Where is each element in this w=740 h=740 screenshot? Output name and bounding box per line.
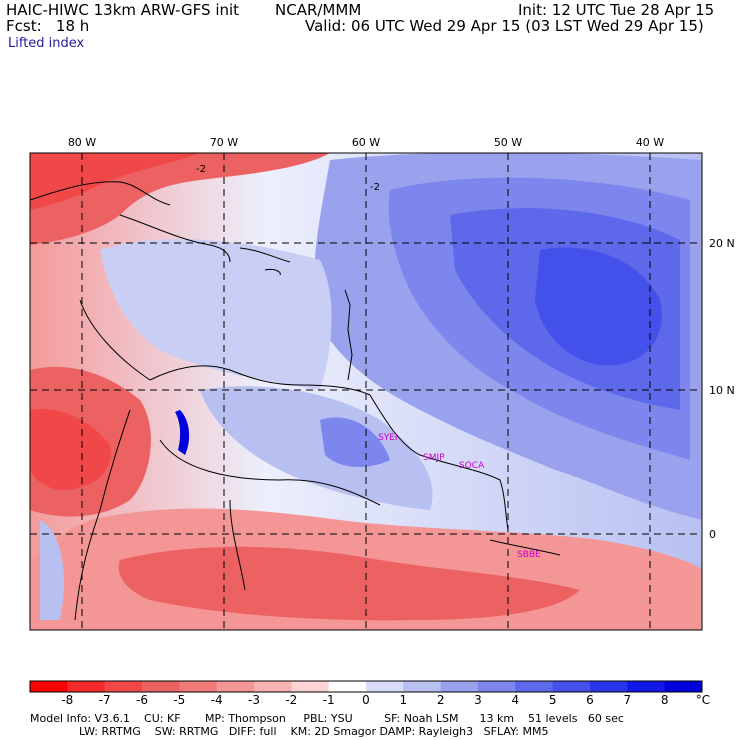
colorbar-tick-label: -2 bbox=[285, 693, 298, 707]
lon-label-70w: 70 W bbox=[210, 136, 238, 149]
lon-label-40w: 40 W bbox=[636, 136, 664, 149]
colorbar-swatch bbox=[142, 681, 180, 692]
colorbar-swatch bbox=[254, 681, 292, 692]
colorbar-swatch bbox=[366, 681, 404, 692]
field-name: Lifted index bbox=[8, 36, 85, 51]
station-label-syei: SYEI bbox=[378, 433, 398, 443]
colorbar-tick-label: -3 bbox=[248, 693, 260, 707]
colorbar-tick-label: -6 bbox=[136, 693, 148, 707]
colorbar-tick-label: -7 bbox=[98, 693, 111, 707]
model-info-line2: LW: RRTMG SW: RRTMG DIFF: full KM: 2D Sm… bbox=[30, 725, 549, 738]
colorbar-tick-label: 7 bbox=[623, 693, 632, 707]
colorbar-tick-label: -8 bbox=[61, 693, 74, 707]
model-title: HAIC-HIWC 13km ARW-GFS init bbox=[6, 1, 240, 19]
colorbar-unit: °C bbox=[695, 693, 711, 707]
colorbar-tick-label: 8 bbox=[660, 693, 669, 707]
colorbar-swatch bbox=[291, 681, 330, 692]
colorbar-swatch bbox=[328, 681, 367, 692]
colorbar-tick-label: -5 bbox=[173, 693, 186, 707]
colorbar-swatch bbox=[552, 681, 591, 692]
colorbar-tick-label: 3 bbox=[474, 693, 482, 707]
field-shading bbox=[30, 153, 702, 630]
init-time: Init: 12 UTC Tue 28 Apr 15 bbox=[518, 1, 715, 19]
station-label-sbbe: SBBE bbox=[517, 550, 541, 560]
colorbar-swatch bbox=[590, 681, 628, 692]
station-label-soca: SOCA bbox=[459, 461, 485, 471]
lat-lon-grid bbox=[30, 153, 702, 630]
colorbar-swatch bbox=[104, 681, 143, 692]
colorbar bbox=[29, 680, 703, 693]
colorbar-swatch bbox=[179, 681, 218, 692]
coastlines bbox=[30, 181, 561, 621]
lat-label-0: 0 bbox=[709, 528, 716, 541]
colorbar-swatch bbox=[440, 681, 479, 692]
colorbar-swatch bbox=[30, 681, 68, 692]
colorbar-tick-label: 5 bbox=[548, 693, 557, 707]
contour-label: -2 bbox=[196, 164, 206, 175]
colorbar-swatch bbox=[664, 681, 703, 692]
colorbar-tick-label: 4 bbox=[511, 693, 520, 707]
colorbar-swatch bbox=[515, 681, 554, 692]
colorbar-tick-label: 2 bbox=[436, 693, 445, 707]
colorbar-swatch bbox=[216, 681, 255, 692]
station-label-smjp: SMJP bbox=[423, 453, 445, 463]
contour-label: -2 bbox=[370, 182, 380, 193]
lon-label-50w: 50 W bbox=[494, 136, 522, 149]
colorbar-tick-label: 0 bbox=[362, 693, 370, 707]
valid-time: Valid: 06 UTC Wed 29 Apr 15 (03 LST Wed … bbox=[305, 17, 704, 35]
colorbar-tick-label: -1 bbox=[322, 693, 335, 707]
colorbar-tick-label: 1 bbox=[399, 693, 408, 707]
lon-label-60w: 60 W bbox=[352, 136, 380, 149]
colorbar-swatch bbox=[403, 681, 442, 692]
lat-label-10n: 10 N bbox=[709, 384, 735, 397]
colorbar-swatch bbox=[67, 681, 106, 692]
colorbar-swatch bbox=[627, 681, 666, 692]
org-label: NCAR/MMM bbox=[275, 1, 362, 19]
lon-label-80w: 80 W bbox=[68, 136, 96, 149]
colorbar-tick-label: -4 bbox=[210, 693, 223, 707]
colorbar-tick-label: 6 bbox=[586, 693, 594, 707]
lat-label-20n: 20 N bbox=[709, 237, 735, 250]
colorbar-swatch bbox=[478, 681, 516, 692]
forecast-hour: Fcst: 18 h bbox=[6, 17, 90, 35]
model-info-line1: Model Info: V3.6.1 CU: KF MP: Thompson P… bbox=[30, 712, 624, 725]
colorbar-frame bbox=[29, 680, 703, 693]
